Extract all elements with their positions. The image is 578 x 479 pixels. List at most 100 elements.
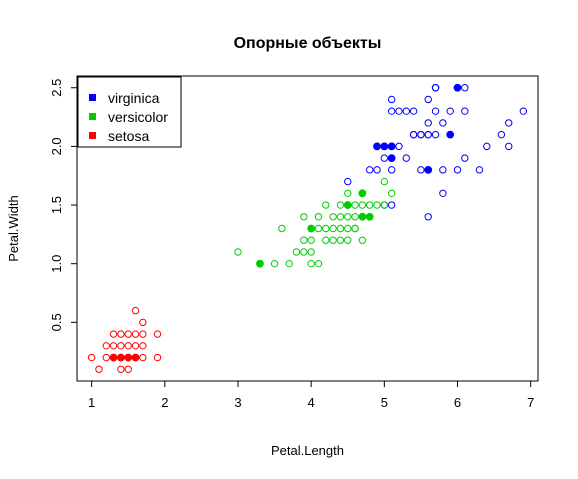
virginica-point	[505, 119, 513, 127]
setosa-point	[117, 342, 125, 350]
virginica-point	[431, 84, 440, 92]
versicolor-point	[300, 236, 308, 244]
virginica-point	[461, 107, 469, 115]
setosa-point	[102, 342, 110, 350]
virginica-point	[365, 166, 374, 174]
y-tick-label: 0.5	[49, 313, 64, 331]
versicolor-point	[380, 201, 389, 209]
virginica-point	[402, 107, 410, 115]
setosa-point	[109, 342, 118, 350]
versicolor-point	[336, 201, 345, 209]
setosa-point	[87, 353, 96, 362]
versicolor-point	[329, 224, 337, 233]
setosa-point	[131, 342, 140, 350]
legend-label-virginica: virginica	[108, 90, 160, 106]
virginica-point	[395, 142, 403, 151]
setosa-point	[102, 353, 110, 362]
virginica-point	[380, 154, 389, 162]
versicolor-point	[307, 236, 315, 244]
x-tick-label: 5	[381, 395, 388, 410]
setosa-point	[124, 342, 132, 350]
x-tick-label: 7	[527, 395, 534, 410]
setosa-point	[95, 365, 103, 373]
versicolor-point	[351, 201, 359, 209]
y-tick-label: 1.5	[49, 196, 64, 214]
versicolor-point	[344, 213, 352, 221]
versicolor-point	[344, 224, 352, 233]
virginica-point	[424, 119, 432, 127]
setosa-support-point	[109, 353, 118, 362]
setosa-point	[131, 306, 140, 315]
versicolor-point	[270, 259, 279, 268]
virginica-point	[439, 166, 447, 174]
versicolor-point	[344, 236, 352, 244]
x-axis: 1 2 3 4 5 6 7	[88, 380, 534, 410]
y-tick-label: 2.0	[49, 137, 64, 155]
x-tick-label: 2	[161, 395, 168, 410]
versicolor-point	[336, 213, 345, 221]
x-tick-label: 3	[234, 395, 241, 410]
virginica-point	[409, 130, 418, 139]
virginica-point	[417, 166, 425, 174]
virginica-point	[453, 166, 462, 174]
versicolor-point	[234, 248, 242, 256]
legend-label-versicolor: versicolor	[108, 109, 168, 125]
x-tick-label: 6	[454, 395, 461, 410]
setosa-point	[139, 330, 147, 338]
virginica-point	[387, 201, 396, 209]
setosa-point	[117, 330, 125, 338]
virginica-point	[424, 95, 432, 104]
versicolor-point	[380, 177, 389, 186]
legend: virginica versicolor setosa	[77, 76, 182, 148]
versicolor-point	[285, 259, 293, 268]
versicolor-point	[336, 224, 345, 233]
virginica-point	[424, 130, 432, 139]
virginica-support-point	[380, 142, 389, 151]
setosa-point	[139, 353, 147, 362]
versicolor-point	[322, 224, 330, 233]
setosa-point	[131, 330, 140, 338]
setosa-support-point	[117, 353, 125, 362]
setosa-point	[109, 330, 118, 338]
versicolor-point	[329, 213, 337, 221]
virginica-point	[439, 119, 447, 127]
setosa-point	[124, 330, 132, 338]
versicolor-point	[358, 201, 367, 209]
virginica-support-point	[453, 83, 462, 92]
virginica-point	[409, 107, 418, 115]
virginica-support-point	[424, 165, 433, 174]
legend-swatch-versicolor	[89, 113, 96, 120]
setosa-point	[153, 353, 162, 362]
versicolor-support-point	[256, 259, 264, 268]
legend-swatch-virginica	[89, 94, 96, 101]
data-points	[87, 83, 528, 373]
virginica-point	[387, 166, 396, 174]
setosa-point	[139, 342, 147, 350]
setosa-point	[117, 365, 125, 373]
virginica-point	[424, 213, 432, 221]
versicolor-point	[387, 189, 396, 198]
legend-label-setosa: setosa	[108, 128, 149, 144]
versicolor-support-point	[365, 212, 374, 221]
virginica-point	[344, 177, 352, 186]
virginica-point	[475, 166, 484, 174]
versicolor-point	[365, 201, 374, 209]
virginica-point	[395, 107, 403, 115]
virginica-point	[497, 130, 506, 139]
versicolor-point	[307, 248, 315, 256]
virginica-point	[431, 130, 440, 139]
versicolor-point	[322, 201, 330, 209]
virginica-point	[431, 107, 440, 115]
versicolor-point	[358, 236, 367, 244]
virginica-point	[387, 107, 396, 115]
virginica-point	[417, 130, 425, 139]
versicolor-point	[314, 224, 323, 233]
x-axis-label: Petal.Length	[271, 443, 344, 458]
versicolor-point	[351, 224, 359, 233]
x-tick-label: 4	[308, 395, 315, 410]
virginica-point	[483, 142, 491, 151]
legend-swatch-setosa	[89, 132, 96, 139]
versicolor-support-point	[343, 201, 352, 209]
versicolor-point	[329, 236, 337, 244]
